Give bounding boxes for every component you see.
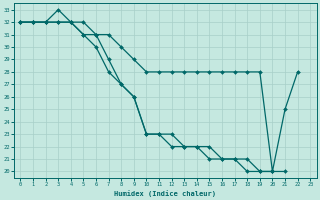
X-axis label: Humidex (Indice chaleur): Humidex (Indice chaleur) [114, 190, 216, 197]
